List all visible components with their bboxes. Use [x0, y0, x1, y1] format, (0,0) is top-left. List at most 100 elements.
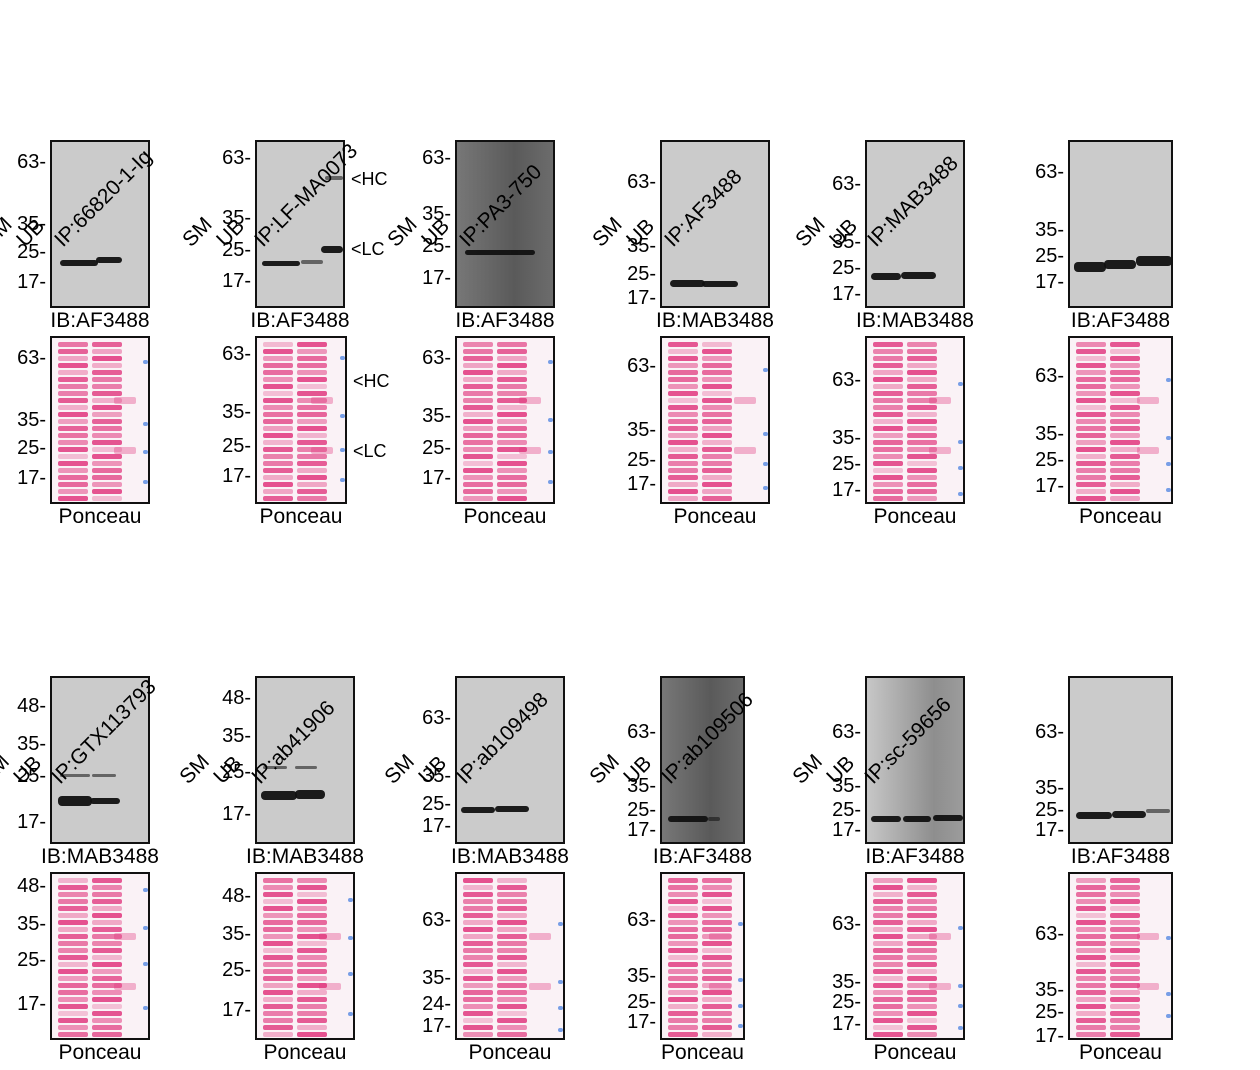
mw-marker-17: 17-	[832, 283, 861, 305]
blot-panel-1: SMUBIP:15816-1-AP63-35-25-17-IB:AF348863…	[2, 0, 202, 530]
ponceau-band	[463, 1025, 493, 1030]
mw-marker-63: 63-	[627, 171, 656, 193]
ponceau-label: Ponceau	[58, 1041, 142, 1064]
ponceau-band	[668, 468, 698, 473]
ponceau-band	[497, 885, 527, 890]
ponceau-band	[702, 475, 732, 480]
ponceau-band	[668, 433, 698, 438]
ponceau-band	[263, 482, 293, 487]
ponceau-band	[263, 454, 293, 459]
ponceau-band	[463, 496, 493, 501]
blot-panel-11: SM UB IP:ab109506 63- 35- 25- 17- IB:AF3488 63- 3…	[585, 540, 1017, 1070]
ponceau-band	[92, 482, 122, 487]
ponceau-band	[263, 391, 293, 396]
ponceau-band	[58, 370, 88, 375]
ponceau-band	[1110, 433, 1140, 438]
mw-marker-17: 17-	[627, 287, 656, 309]
ponceau-mw-marker-35: 35-	[222, 923, 251, 945]
ponceau-band	[873, 377, 903, 382]
ladder-marker-dot	[1166, 1014, 1171, 1018]
ponceau-band	[873, 1018, 903, 1023]
ponceau-band	[463, 955, 493, 960]
ponceau-band	[58, 419, 88, 424]
ponceau-band	[702, 913, 732, 918]
ib-antibody-label: IB:AF3488	[1070, 309, 1171, 332]
ponceau-band	[907, 391, 937, 396]
ponceau-band	[297, 398, 327, 403]
ponceau-band	[58, 969, 88, 974]
ponceau-band	[1076, 426, 1106, 431]
protein-band	[1076, 812, 1112, 819]
ponceau-mw-marker-17: 17-	[832, 1013, 861, 1035]
ponceau-band	[907, 405, 937, 410]
ponceau-band	[58, 384, 88, 389]
ponceau-band	[58, 941, 88, 946]
ponceau-band	[1076, 878, 1106, 883]
ponceau-band	[497, 899, 527, 904]
ponceau-band	[1110, 447, 1140, 452]
ponceau-band	[92, 412, 122, 417]
ladder-marker-dot	[738, 922, 743, 926]
ponceau-ip-band	[114, 447, 136, 454]
ponceau-band	[92, 1018, 122, 1023]
ponceau-band	[873, 447, 903, 452]
ponceau-band	[463, 461, 493, 466]
mw-marker-63: 63-	[627, 721, 656, 743]
ponceau-band	[1076, 398, 1106, 403]
ponceau-band	[668, 489, 698, 494]
mw-marker-63: 63-	[1035, 161, 1064, 183]
ponceau-band	[1110, 927, 1140, 932]
ponceau-band	[1110, 440, 1140, 445]
ladder-marker-dot	[340, 448, 345, 452]
ponceau-ip-band	[114, 397, 136, 404]
ponceau-band	[702, 384, 732, 389]
ponceau-mw-marker-24: 24-	[422, 993, 451, 1015]
ponceau-band	[668, 384, 698, 389]
ponceau-band	[873, 405, 903, 410]
ponceau-band	[702, 1018, 732, 1023]
ponceau-band	[702, 920, 732, 925]
ponceau-band	[1076, 990, 1106, 995]
ponceau-band	[907, 997, 937, 1002]
ponceau-band	[668, 356, 698, 361]
ponceau-band	[1110, 398, 1140, 403]
ponceau-band	[92, 363, 122, 368]
ladder-marker-dot	[348, 898, 353, 902]
ponceau-band	[58, 482, 88, 487]
ponceau-band	[1110, 1032, 1140, 1037]
ponceau-band	[873, 461, 903, 466]
ponceau-hc-annotation: <HC	[353, 371, 390, 391]
ponceau-band	[907, 913, 937, 918]
ponceau-band	[58, 962, 88, 967]
ponceau-band	[58, 948, 88, 953]
ponceau-band	[58, 927, 88, 932]
ponceau-band	[463, 948, 493, 953]
ponceau-band	[1076, 969, 1106, 974]
ladder-marker-dot	[340, 356, 345, 360]
mw-marker-35: 35-	[422, 765, 451, 787]
ponceau-band	[907, 927, 937, 932]
ponceau-band	[873, 482, 903, 487]
ponceau-band	[702, 405, 732, 410]
ponceau-band	[263, 468, 293, 473]
ponceau-band	[297, 1025, 327, 1030]
mw-marker-17: 17-	[222, 803, 251, 825]
ponceau-band	[1110, 419, 1140, 424]
ponceau-band	[58, 489, 88, 494]
ponceau-band	[873, 927, 903, 932]
ponceau-band	[702, 489, 732, 494]
ponceau-band	[1076, 384, 1106, 389]
ponceau-ip-band	[1137, 397, 1159, 404]
ponceau-band	[497, 941, 527, 946]
ponceau-mw-marker-17: 17-	[17, 993, 46, 1015]
ladder-marker-dot	[348, 936, 353, 940]
ponceau-band	[263, 920, 293, 925]
ponceau-band	[668, 412, 698, 417]
ponceau-band	[873, 391, 903, 396]
ponceau-band	[873, 433, 903, 438]
ponceau-band	[263, 990, 293, 995]
western-blot-image	[50, 140, 150, 308]
protein-band	[670, 280, 705, 287]
ponceau-band	[463, 447, 493, 452]
ponceau-band	[1110, 885, 1140, 890]
